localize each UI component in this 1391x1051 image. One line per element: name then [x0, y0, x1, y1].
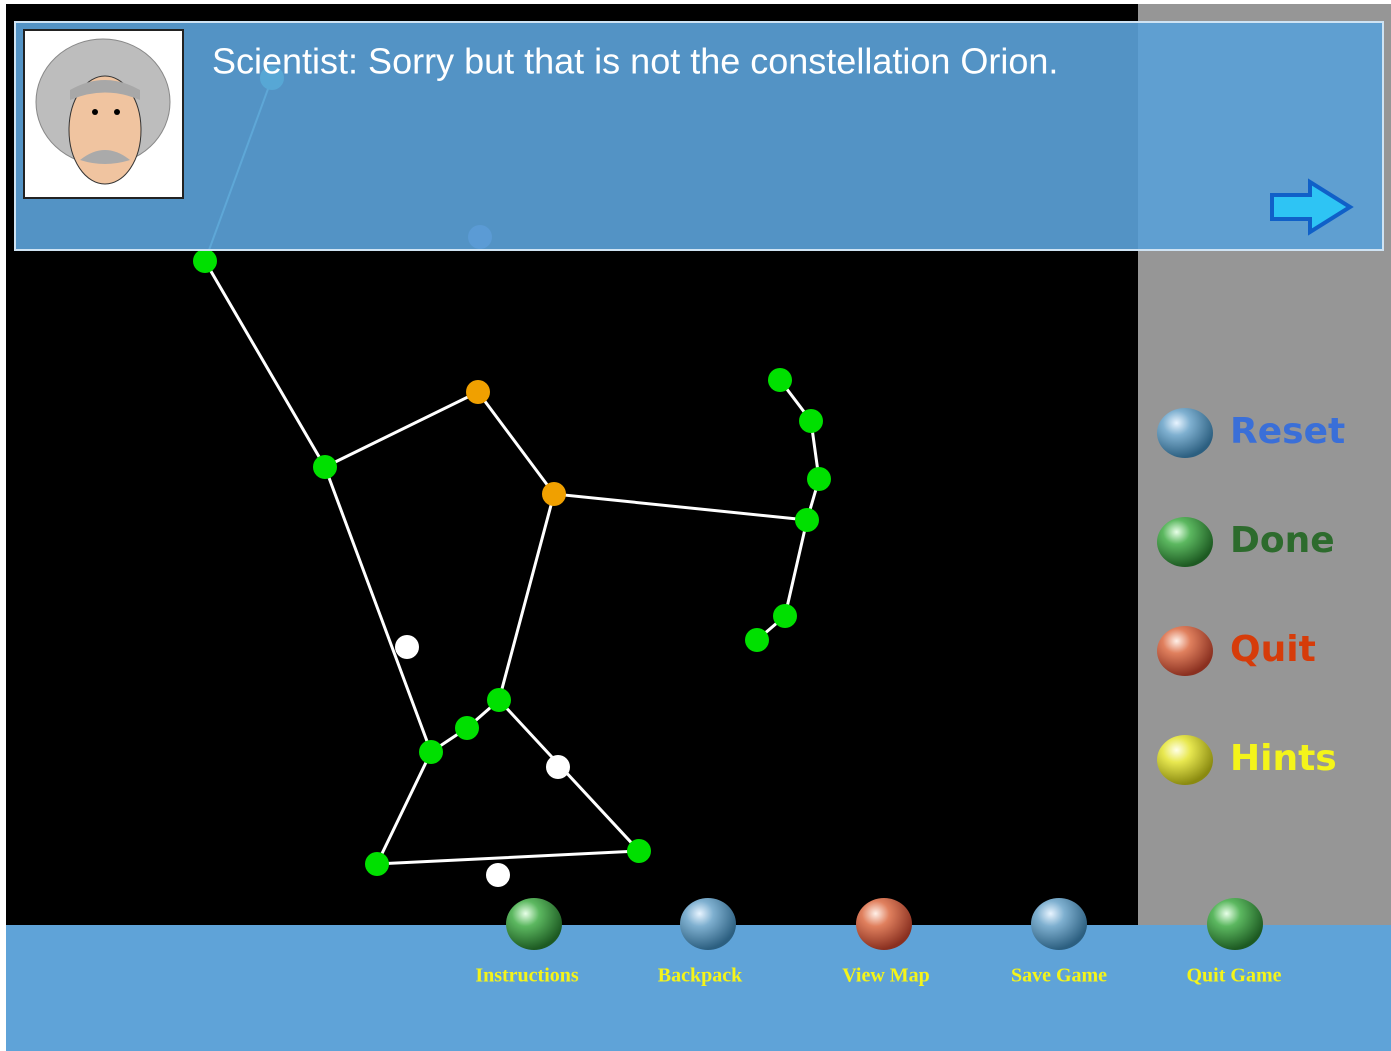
done-button[interactable]: Done [1157, 517, 1335, 567]
dialog-panel: Scientist: Sorry but that is not the con… [15, 22, 1383, 250]
quit-button[interactable]: Quit [1157, 626, 1316, 676]
button-label: Quit Game [1187, 965, 1282, 987]
button-label: Reset [1230, 411, 1345, 452]
reset-button[interactable]: Reset [1157, 408, 1345, 458]
hints-button[interactable]: Hints [1157, 735, 1337, 785]
button-label: Backpack [658, 965, 743, 987]
button-label: Save Game [1011, 965, 1107, 987]
button-label: Done [1230, 520, 1335, 561]
button-label: Hints [1230, 738, 1337, 779]
game-screen: Scientist: Sorry but that is not the con… [0, 0, 1391, 1051]
button-label: View Map [842, 965, 930, 987]
button-label: Instructions [475, 965, 579, 987]
dialog-text: Scientist: Sorry but that is not the con… [212, 41, 1058, 82]
button-label: Quit [1230, 629, 1316, 670]
